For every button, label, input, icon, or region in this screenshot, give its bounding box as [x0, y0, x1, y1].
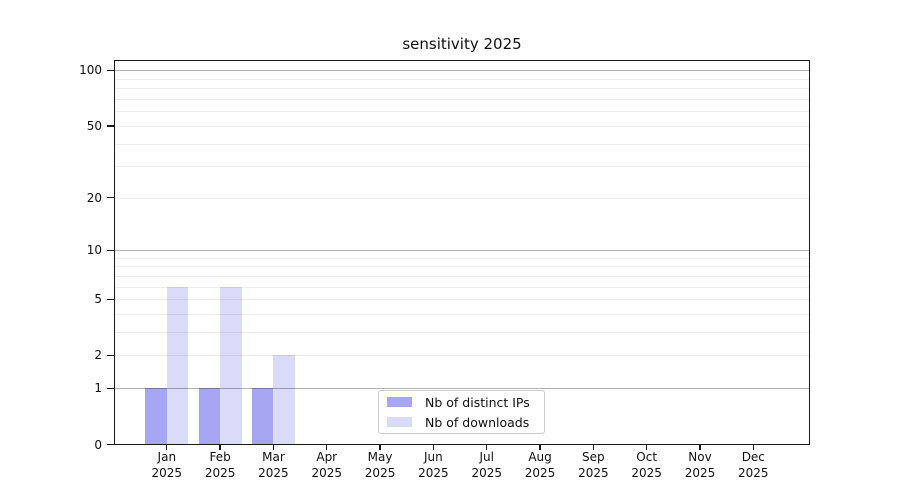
- x-tick-mark: [432, 445, 435, 450]
- minor-gridline: [114, 257, 810, 259]
- x-tick-label: Oct 2025: [631, 450, 662, 480]
- y-tick-label: 2: [94, 348, 102, 363]
- y-tick-label: 100: [79, 63, 102, 78]
- x-tick-label: Nov 2025: [684, 450, 716, 480]
- x-tick-mark: [272, 445, 275, 450]
- y-tick-mark: [106, 387, 114, 389]
- legend-label-distinct-ips: Nb of distinct IPs: [425, 394, 530, 410]
- x-tick-mark: [646, 445, 648, 450]
- x-tick-mark: [592, 445, 594, 450]
- bar-distinct-ips-feb: [198, 388, 221, 445]
- y-tick-mark: [106, 125, 114, 127]
- chart-title: sensitivity 2025: [402, 35, 522, 53]
- x-tick-label: Jan 2025: [151, 450, 183, 480]
- x-tick-mark: [539, 445, 541, 450]
- minor-gridline: [114, 88, 810, 90]
- x-tick-label: Jun 2025: [418, 450, 449, 480]
- y-tick-mark: [106, 249, 114, 251]
- minor-gridline: [114, 166, 810, 168]
- bar-distinct-ips-mar: [252, 388, 274, 445]
- legend: Nb of distinct IPs Nb of downloads: [378, 390, 545, 434]
- minor-gridline: [114, 78, 810, 80]
- y-tick-label: 1: [94, 381, 102, 396]
- y-tick-mark: [106, 298, 114, 300]
- x-tick-label: Apr 2025: [311, 450, 343, 480]
- minor-gridline: [114, 355, 810, 357]
- y-tick-label: 50: [86, 118, 102, 133]
- minor-gridline: [114, 266, 810, 268]
- bar-downloads-feb: [220, 286, 242, 445]
- y-tick-mark: [106, 443, 114, 446]
- x-tick-label: Mar 2025: [258, 450, 289, 480]
- x-tick-label: Feb 2025: [204, 450, 236, 480]
- minor-gridline: [114, 275, 810, 277]
- y-tick-label: 10: [86, 243, 102, 258]
- major-gridline: [114, 249, 810, 251]
- y-tick-label: 0: [94, 437, 102, 452]
- legend-label-downloads: Nb of downloads: [425, 414, 530, 430]
- minor-gridline: [114, 197, 810, 199]
- x-tick-label: May 2025: [364, 450, 396, 480]
- x-tick-label: Dec 2025: [738, 450, 769, 480]
- y-tick-label: 5: [94, 292, 102, 307]
- y-tick-mark: [106, 69, 114, 72]
- x-tick-mark: [326, 445, 328, 450]
- plot-border: [114, 60, 810, 445]
- bar-distinct-ips-jan: [145, 388, 167, 445]
- x-tick-label: Aug 2025: [524, 450, 556, 480]
- x-tick-mark: [219, 445, 221, 450]
- minor-gridline: [114, 111, 810, 113]
- x-tick-label: Jul 2025: [471, 450, 502, 480]
- x-tick-mark: [166, 445, 168, 450]
- major-gridline: [114, 387, 810, 389]
- minor-gridline: [114, 299, 810, 301]
- minor-gridline: [114, 143, 810, 145]
- x-tick-mark: [699, 445, 701, 450]
- bar-downloads-jan: [166, 286, 189, 445]
- x-tick-mark: [486, 445, 488, 450]
- major-gridline: [114, 69, 810, 71]
- minor-gridline: [114, 125, 810, 127]
- minor-gridline: [114, 99, 810, 101]
- minor-gridline: [114, 314, 810, 316]
- legend-swatch-distinct-ips: [387, 397, 412, 407]
- legend-item-distinct-ips: Nb of distinct IPs: [387, 395, 536, 410]
- minor-gridline: [114, 332, 810, 334]
- legend-swatch-downloads: [387, 417, 412, 427]
- y-tick-mark: [106, 354, 114, 357]
- y-tick-label: 20: [86, 190, 102, 205]
- x-tick-mark: [379, 445, 381, 450]
- legend-item-downloads: Nb of downloads: [387, 415, 536, 430]
- x-tick-label: Sep 2025: [578, 450, 609, 480]
- minor-gridline: [114, 286, 810, 288]
- bar-downloads-mar: [273, 355, 295, 445]
- y-tick-mark: [106, 197, 114, 199]
- x-tick-mark: [752, 445, 754, 450]
